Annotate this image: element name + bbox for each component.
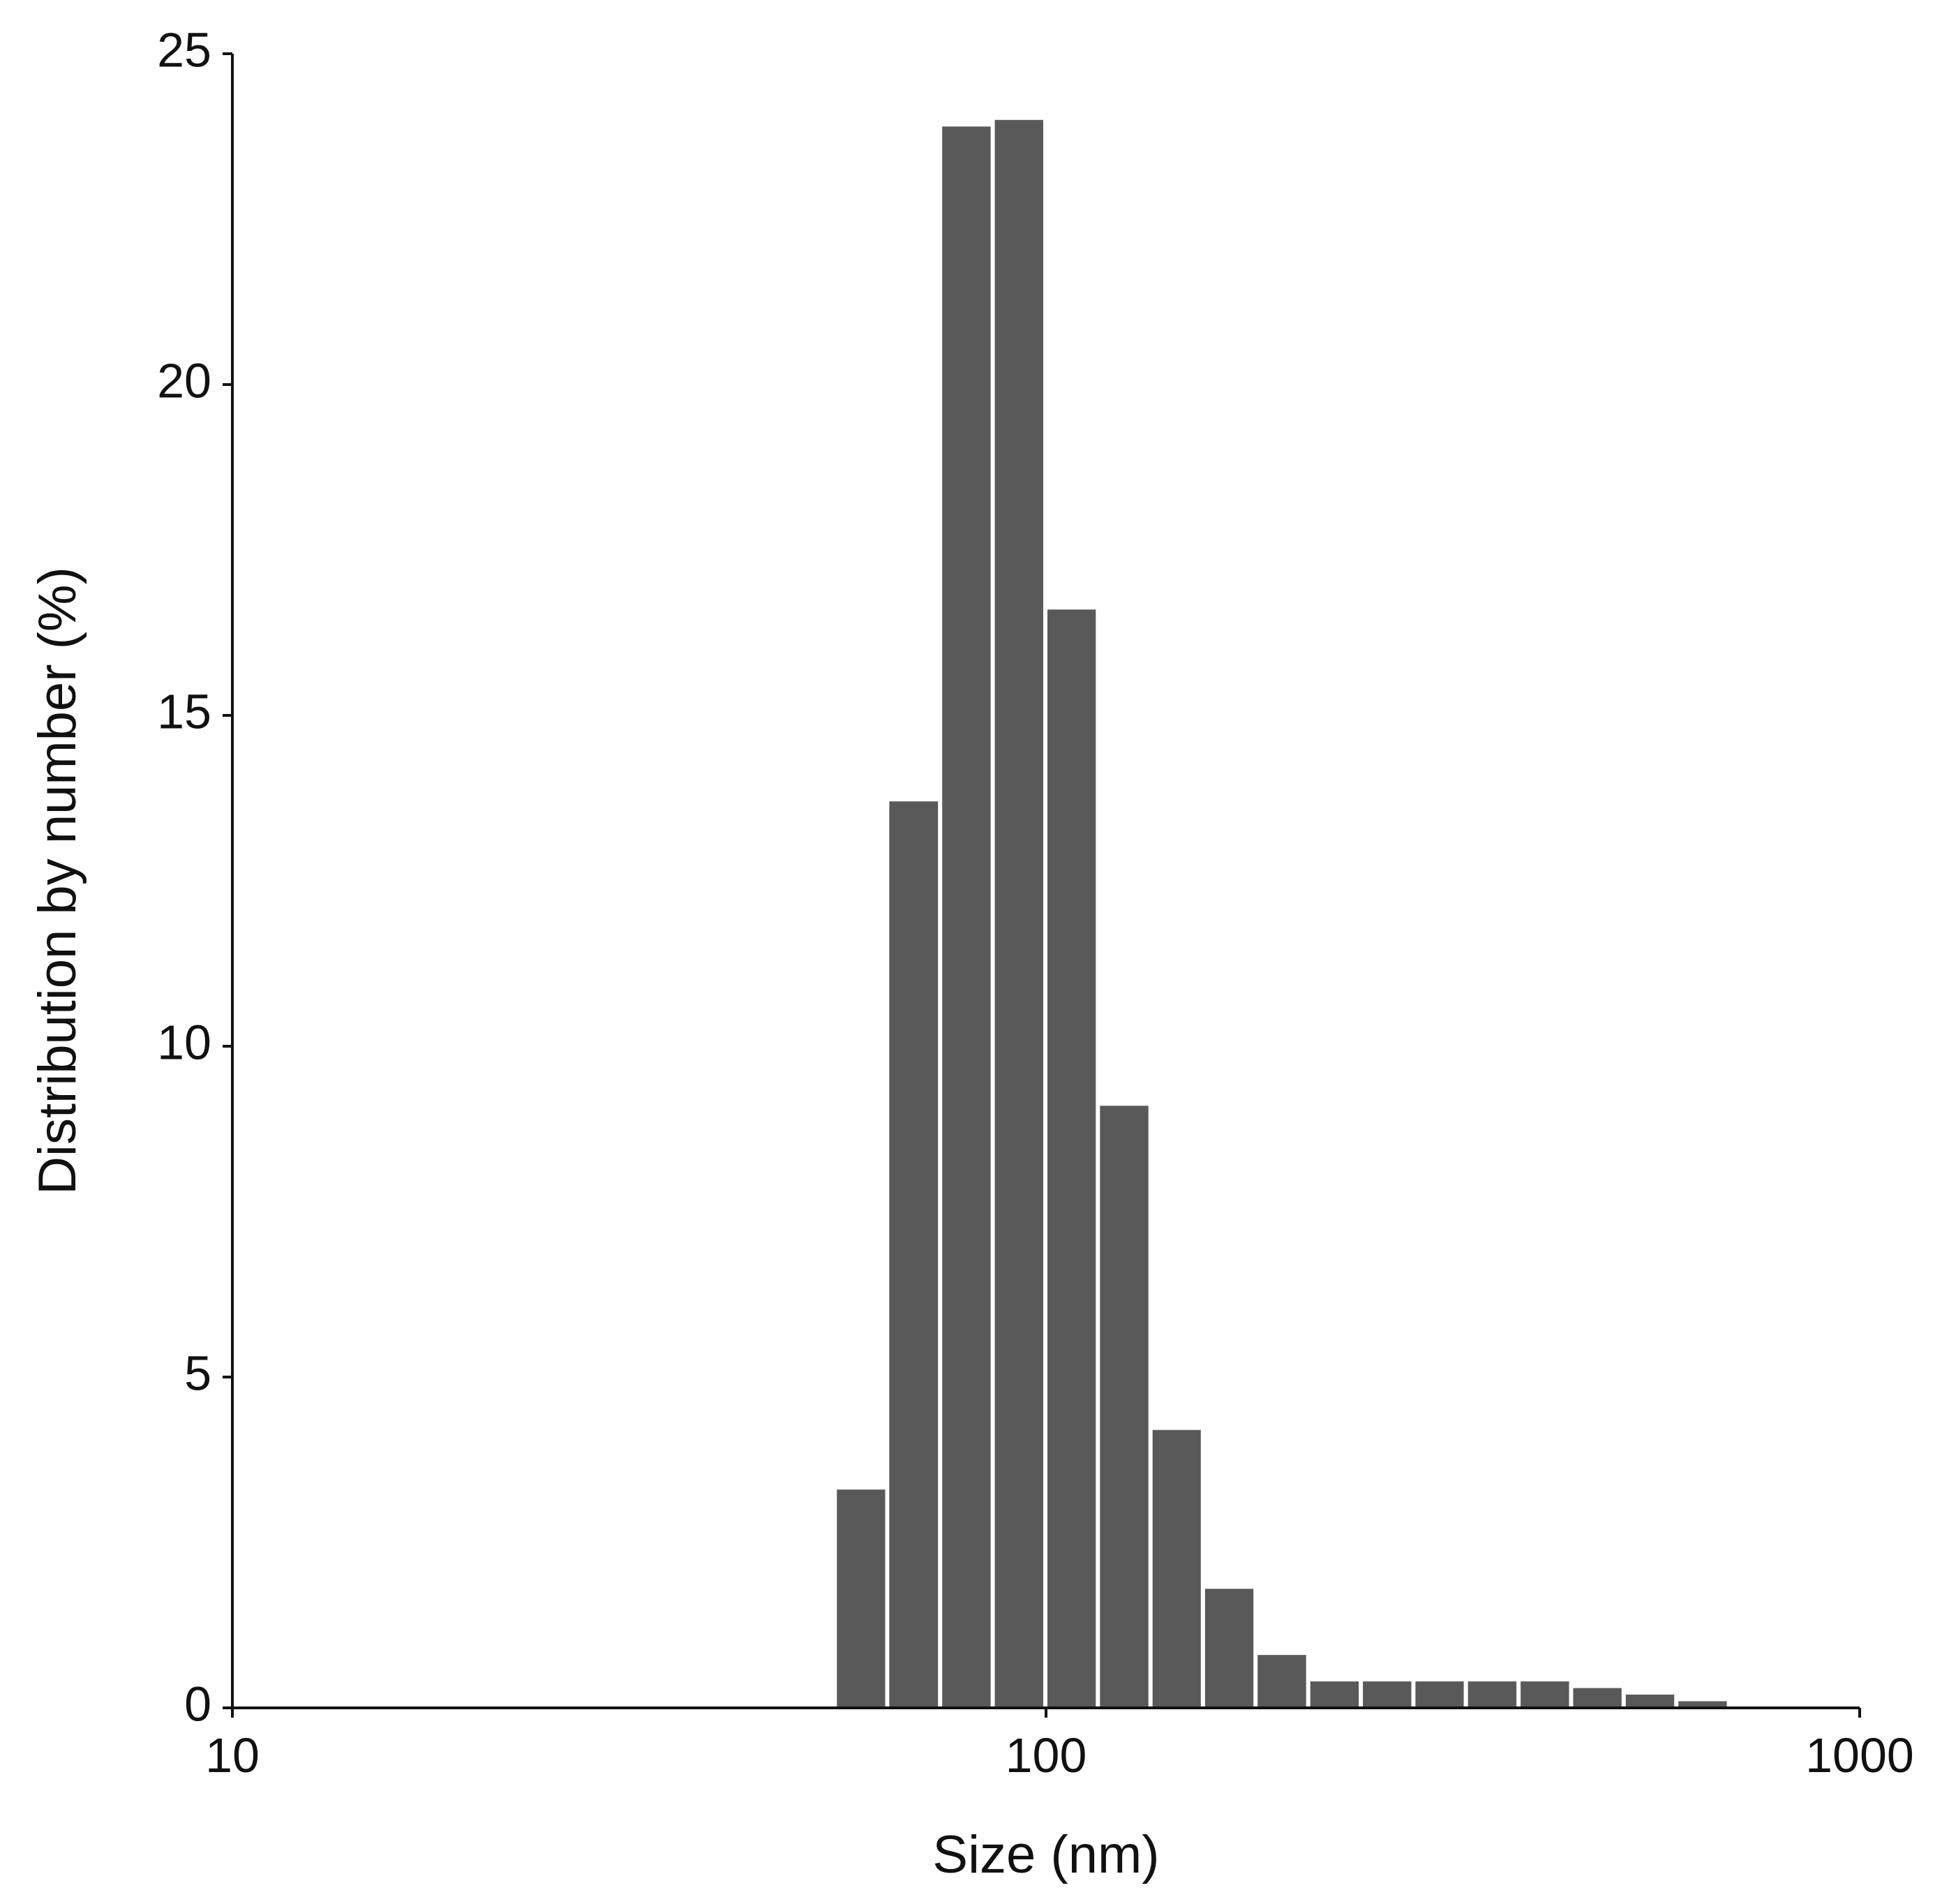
bar-6 — [1152, 1429, 1201, 1708]
bar-5 — [1100, 1106, 1149, 1708]
y-tick-label: 20 — [157, 353, 211, 408]
x-axis-title: Size (nm) — [932, 1825, 1159, 1884]
bar-15 — [1625, 1695, 1675, 1708]
y-tick-label: 10 — [157, 1015, 211, 1069]
y-tick-label: 5 — [184, 1346, 211, 1400]
x-tick-label: 1000 — [1805, 1728, 1914, 1783]
bar-12 — [1468, 1681, 1517, 1708]
bar-8 — [1257, 1655, 1306, 1708]
x-tick-label: 100 — [1006, 1728, 1087, 1783]
bar-10 — [1363, 1681, 1412, 1708]
x-axis: 10 100 1000 — [205, 1706, 1914, 1783]
bar-14 — [1573, 1688, 1622, 1708]
y-axis-title: Distribution by number (%) — [28, 567, 87, 1195]
bar-9 — [1310, 1681, 1359, 1708]
y-tick-label: 25 — [157, 22, 211, 77]
bar-13 — [1521, 1681, 1569, 1708]
bar-7 — [1204, 1589, 1254, 1708]
y-tick-label: 0 — [184, 1676, 211, 1731]
bars-group — [837, 119, 1727, 1708]
bar-1 — [889, 801, 939, 1708]
bar-0 — [837, 1489, 886, 1708]
y-tick-label: 15 — [157, 684, 211, 738]
x-tick-label: 10 — [205, 1728, 260, 1783]
bar-2 — [942, 126, 991, 1708]
bar-3 — [994, 119, 1043, 1708]
y-axis: 0 5 10 15 20 25 — [157, 22, 234, 1731]
bar-4 — [1047, 609, 1096, 1708]
bar-11 — [1415, 1681, 1464, 1708]
bar-16 — [1678, 1701, 1727, 1708]
